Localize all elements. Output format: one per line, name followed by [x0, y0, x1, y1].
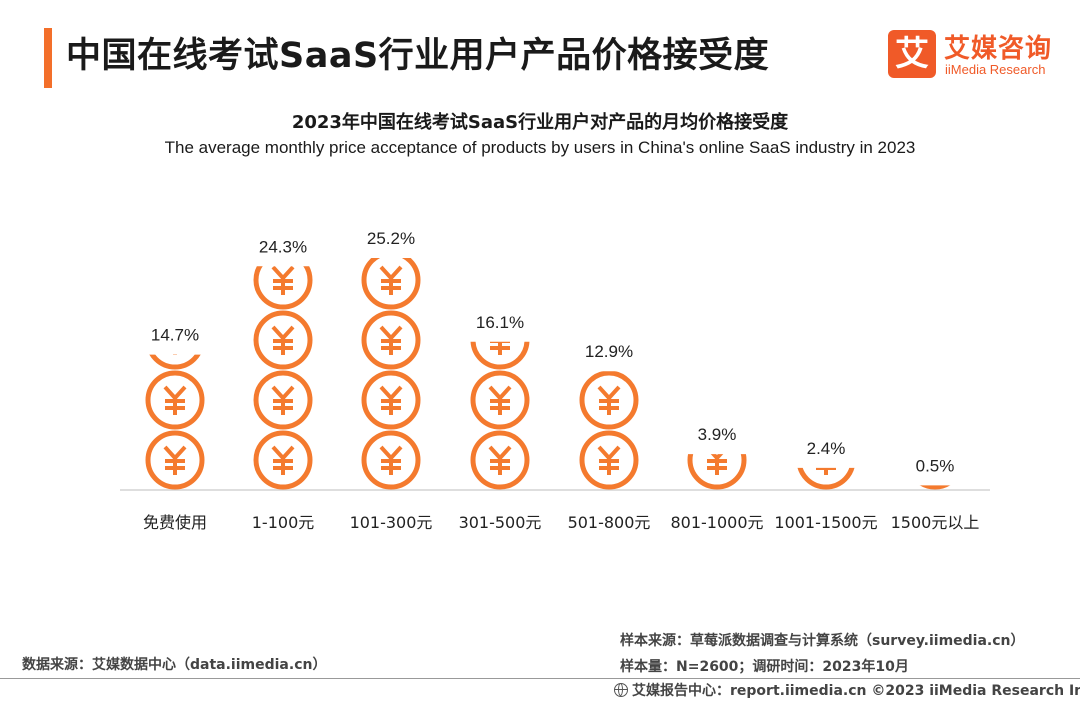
- data-label-8: 0.5%: [916, 456, 955, 475]
- yuan-coin-icon: [253, 430, 313, 490]
- category-label-8: 1500元以上: [891, 513, 980, 532]
- coin-column-1: [145, 354, 205, 490]
- yuan-coin-icon: [145, 370, 205, 430]
- coin-column-4: [470, 341, 530, 490]
- coin-column-2: [253, 266, 313, 490]
- category-label-1: 免费使用: [143, 513, 207, 532]
- yuan-coin-icon: [797, 467, 855, 490]
- yuan-coin-icon: [687, 454, 747, 490]
- data-label-3: 25.2%: [367, 229, 415, 248]
- category-label-2: 1-100元: [252, 513, 315, 532]
- coin-column-3: [361, 258, 421, 490]
- chart-subtitle: The average monthly price acceptance of …: [164, 138, 916, 157]
- yuan-coin-icon: [470, 430, 530, 490]
- yuan-coin-icon: [253, 266, 313, 310]
- data-label-2: 24.3%: [259, 237, 307, 256]
- footer-report: 艾媒报告中心：report.iimedia.cn ©2023 iiMedia R…: [614, 680, 1080, 700]
- yuan-coin-icon: [579, 430, 639, 490]
- footer-report-text: 艾媒报告中心：report.iimedia.cn ©2023 iiMedia R…: [632, 683, 1080, 699]
- coin-column-6: [687, 454, 747, 490]
- logo-mark-icon: 艾: [888, 30, 936, 78]
- category-label-3: 101-300元: [350, 513, 433, 532]
- logo-name-en: iiMedia Research: [945, 62, 1046, 77]
- coin-column-5: [579, 371, 639, 490]
- footer-divider: [0, 678, 1080, 679]
- yuan-coin-icon: [470, 341, 530, 370]
- category-label-7: 1001-1500元: [774, 513, 877, 532]
- brand-logo: 艾 艾媒咨询 iiMedia Research: [888, 30, 1068, 82]
- page-title: 中国在线考试SaaS行业用户产品价格接受度: [66, 36, 770, 76]
- yuan-coin-icon: [470, 370, 530, 430]
- sample-size: 样本量：N=2600；调研时间：2023年10月: [620, 659, 909, 675]
- category-label-4: 301-500元: [459, 513, 542, 532]
- data-label-5: 12.9%: [585, 342, 633, 361]
- yuan-coin-icon: [253, 310, 313, 370]
- yuan-coin-icon: [361, 310, 421, 370]
- yuan-coin-icon: [361, 430, 421, 490]
- data-label-1: 14.7%: [151, 326, 199, 345]
- globe-icon: [614, 683, 628, 697]
- title-accent-bar: [44, 28, 52, 88]
- price-acceptance-chart: 14.7% 免费使用 24.3% 1-100元 25.2% 101-300元 16.1% 30…: [120, 229, 990, 532]
- category-label-6: 801-1000元: [670, 513, 763, 532]
- category-label-5: 501-800元: [568, 513, 651, 532]
- coin-column-8: [920, 485, 950, 490]
- coin-column-7: [797, 467, 855, 490]
- yuan-coin-icon: [361, 370, 421, 430]
- logo-name-cn: 艾媒咨询: [944, 34, 1053, 64]
- chart-title: 2023年中国在线考试SaaS行业用户对产品的月均价格接受度: [291, 112, 789, 133]
- yuan-coin-icon: [145, 430, 205, 490]
- yuan-coin-icon: [149, 354, 201, 370]
- data-label-4: 16.1%: [476, 313, 524, 332]
- data-source: 数据来源：艾媒数据中心（data.iimedia.cn）: [22, 657, 327, 673]
- yuan-coin-icon: [253, 370, 313, 430]
- yuan-coin-icon: [361, 258, 421, 310]
- yuan-coin-icon: [579, 371, 639, 430]
- data-label-7: 2.4%: [807, 439, 846, 458]
- yuan-coin-icon: [920, 485, 950, 490]
- data-label-6: 3.9%: [698, 425, 737, 444]
- sample-source: 样本来源：草莓派数据调查与计算系统（survey.iimedia.cn）: [620, 633, 1025, 649]
